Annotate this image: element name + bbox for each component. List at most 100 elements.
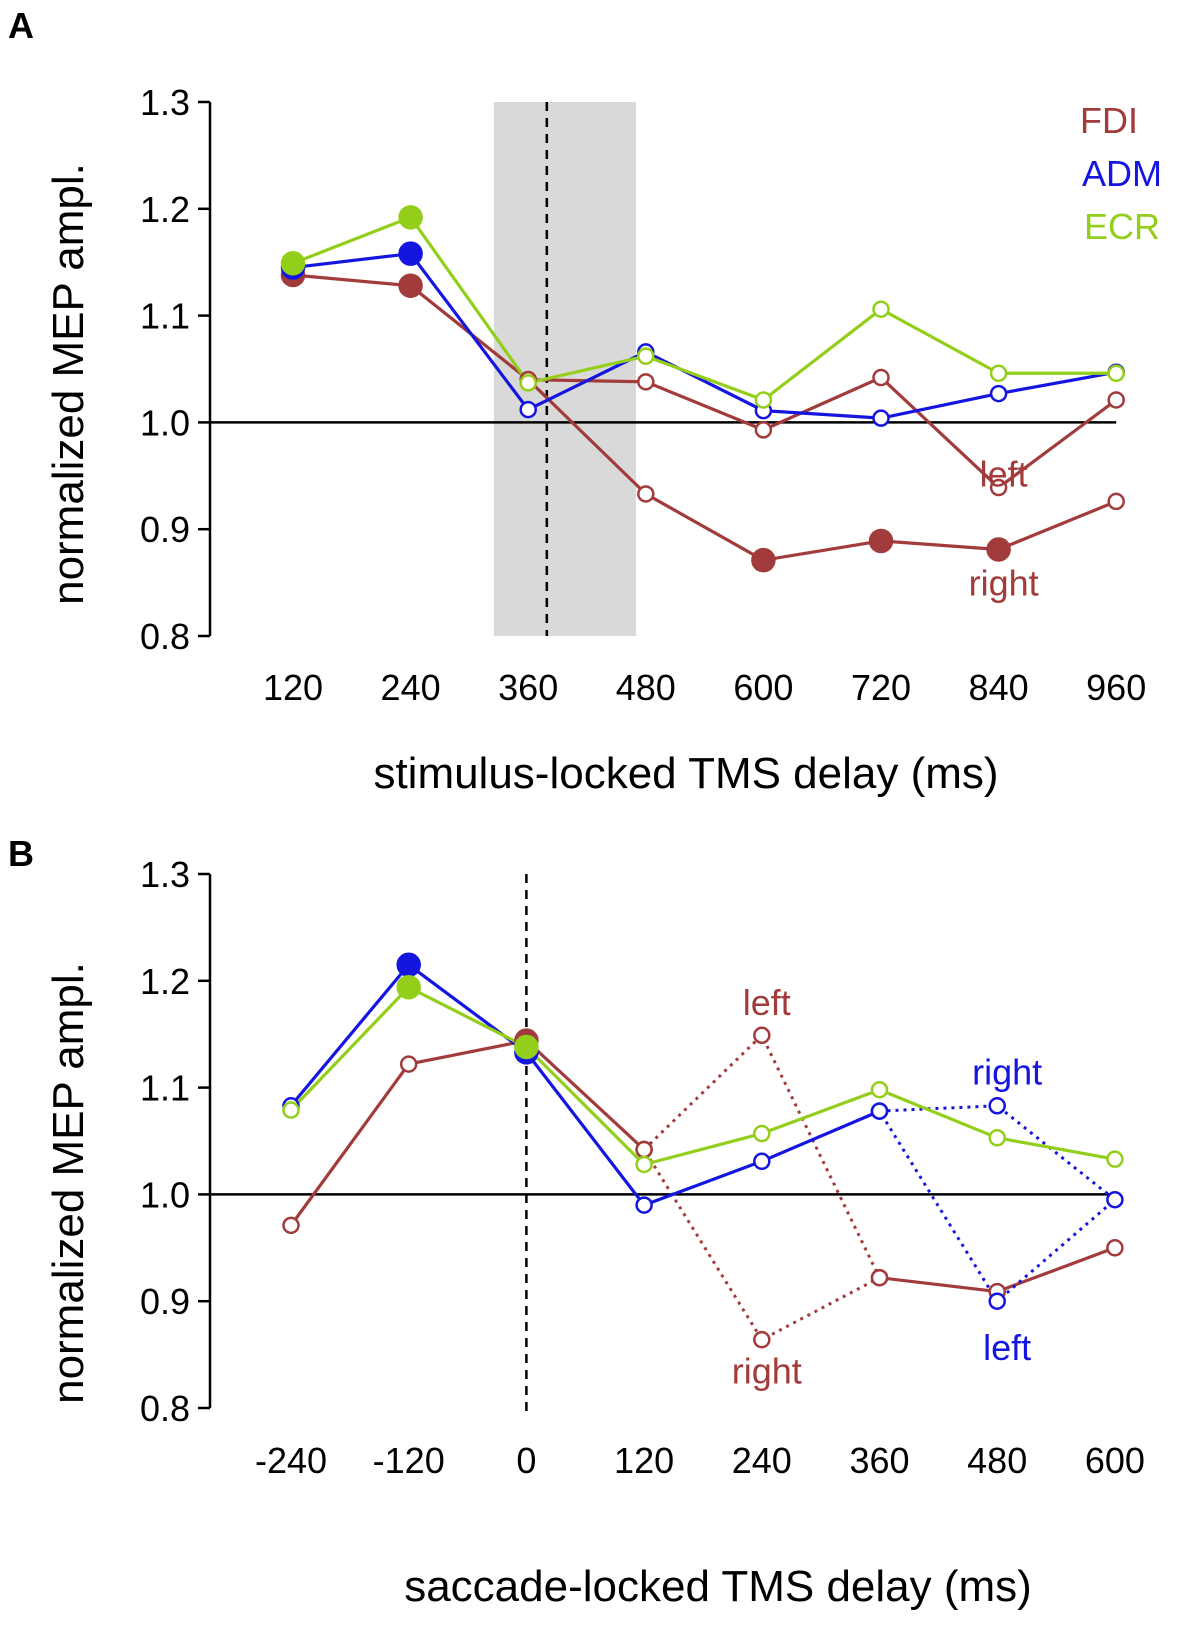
data-point-fdi <box>754 421 773 439</box>
x-tick-label: -120 <box>373 1440 445 1481</box>
panel-a-x-axis-title: stimulus-locked TMS delay (ms) <box>373 749 998 798</box>
data-point-fdi <box>399 1055 418 1073</box>
panel-a-y-axis-title: normalized MEP ampl. <box>44 163 93 605</box>
annotation-right: right <box>972 1051 1042 1092</box>
data-point-fdi <box>868 528 894 554</box>
x-tick-label: 840 <box>969 667 1029 708</box>
panel-b-x-axis-title: saccade-locked TMS delay (ms) <box>404 1562 1032 1611</box>
data-point-ecr <box>398 205 423 230</box>
y-tick-label: 1.3 <box>140 82 190 123</box>
data-point-adm <box>396 952 421 978</box>
series-line-adm <box>292 252 1117 420</box>
data-point-ecr <box>872 300 890 318</box>
y-tick-label: 0.8 <box>140 1388 190 1429</box>
x-tick-label: 720 <box>851 667 911 708</box>
data-point-ecr <box>519 374 537 392</box>
series-line-fdi-left <box>528 375 1118 490</box>
series-line-fdi-right <box>527 378 1117 562</box>
y-tick-label: 1.2 <box>140 189 190 230</box>
data-point-ecr <box>1106 1150 1124 1168</box>
x-tick-label: 600 <box>1085 1440 1145 1481</box>
y-tick-label: 1.2 <box>140 961 190 1002</box>
data-point-fdi <box>1107 391 1125 409</box>
data-point-fdi <box>751 547 776 573</box>
data-point-ecr <box>282 1101 300 1119</box>
data-point-fdi <box>637 373 655 391</box>
data-point-adm <box>988 1097 1006 1115</box>
series-line-ecr <box>289 985 1116 1167</box>
data-point-adm <box>753 1152 771 1171</box>
data-point-fdi <box>872 368 890 387</box>
x-tick-label: 120 <box>614 1440 674 1481</box>
data-point-ecr <box>870 1080 889 1099</box>
y-tick-label: 0.8 <box>140 616 190 657</box>
data-point-ecr <box>988 1129 1006 1147</box>
series-line-ecr <box>292 215 1117 402</box>
data-point-fdi <box>282 1216 300 1235</box>
series-line-fdi <box>289 1039 646 1227</box>
annotation-left: left <box>743 982 791 1023</box>
data-point-fdi <box>635 1140 653 1159</box>
x-tick-label: 360 <box>498 667 558 708</box>
panel-a: 0.8 0.9 1.0 1.1 1.2 1.3 120 240 360 480 600 720 840 9… <box>140 82 1146 708</box>
y-tick-label: 1.1 <box>140 1068 190 1109</box>
data-point-fdi <box>989 478 1008 497</box>
data-point-ecr <box>396 974 421 1000</box>
legend-ecr: ECR <box>1084 206 1160 247</box>
y-tick-label: 0.9 <box>140 1281 190 1322</box>
x-tick-label: 360 <box>849 1440 909 1481</box>
data-point-fdi <box>986 537 1011 562</box>
series-line-adm <box>289 963 881 1207</box>
panel-label-a: A <box>8 5 34 46</box>
annotation-right: right <box>732 1350 802 1391</box>
legend-fdi: FDI <box>1080 100 1138 141</box>
data-point-fdi <box>1107 492 1125 511</box>
data-point-ecr <box>1107 364 1125 383</box>
data-point-ecr <box>989 364 1008 383</box>
annotation-right: right <box>969 562 1039 603</box>
data-point-adm <box>398 241 423 266</box>
x-tick-label: -240 <box>255 1440 327 1481</box>
x-tick-label: 0 <box>516 1440 536 1481</box>
x-tick-label: 240 <box>732 1440 792 1481</box>
data-point-fdi <box>637 485 655 503</box>
data-point-ecr <box>753 1124 771 1143</box>
data-point-ecr <box>637 347 655 365</box>
x-tick-label: 480 <box>967 1440 1027 1481</box>
data-point-adm <box>872 409 890 427</box>
annotation-left: left <box>983 1327 1031 1368</box>
data-point-ecr <box>280 251 306 276</box>
data-point-adm <box>635 1196 653 1214</box>
data-point-adm <box>1106 1190 1124 1209</box>
y-tick-label: 0.9 <box>140 509 190 550</box>
series-line-adm-left-right <box>878 1104 1117 1303</box>
data-point-fdi <box>870 1268 889 1287</box>
data-point-fdi <box>753 1330 771 1349</box>
y-tick-label: 1.3 <box>140 854 190 895</box>
y-tick-label: 1.0 <box>140 402 190 443</box>
panel-b: 0.8 0.9 1.0 1.1 1.2 1.3 -240 -120 0 120 240 360 480 6… <box>140 854 1145 1481</box>
data-point-adm <box>870 1102 889 1120</box>
annotation-left: left <box>980 453 1028 494</box>
x-tick-label: 240 <box>381 667 441 708</box>
data-point-fdi <box>398 273 423 298</box>
y-tick-label: 1.1 <box>140 296 190 337</box>
y-tick-label: 1.0 <box>140 1174 190 1215</box>
data-point-adm <box>519 400 537 419</box>
x-tick-label: 120 <box>263 667 323 708</box>
data-point-adm <box>989 384 1008 403</box>
data-point-ecr <box>635 1155 653 1174</box>
x-tick-label: 600 <box>733 667 793 708</box>
data-point-adm <box>988 1292 1006 1310</box>
series-line-fdi-left-right <box>642 1033 881 1342</box>
legend-adm: ADM <box>1082 153 1162 194</box>
x-tick-label: 960 <box>1086 667 1146 708</box>
panel-b-y-axis-title: normalized MEP ampl. <box>44 962 93 1404</box>
data-point-ecr <box>754 391 773 409</box>
data-point-fdi <box>1106 1239 1124 1257</box>
data-point-fdi <box>753 1026 771 1045</box>
x-tick-label: 480 <box>616 667 676 708</box>
panel-label-b: B <box>8 833 34 874</box>
data-point-ecr <box>514 1034 539 1060</box>
